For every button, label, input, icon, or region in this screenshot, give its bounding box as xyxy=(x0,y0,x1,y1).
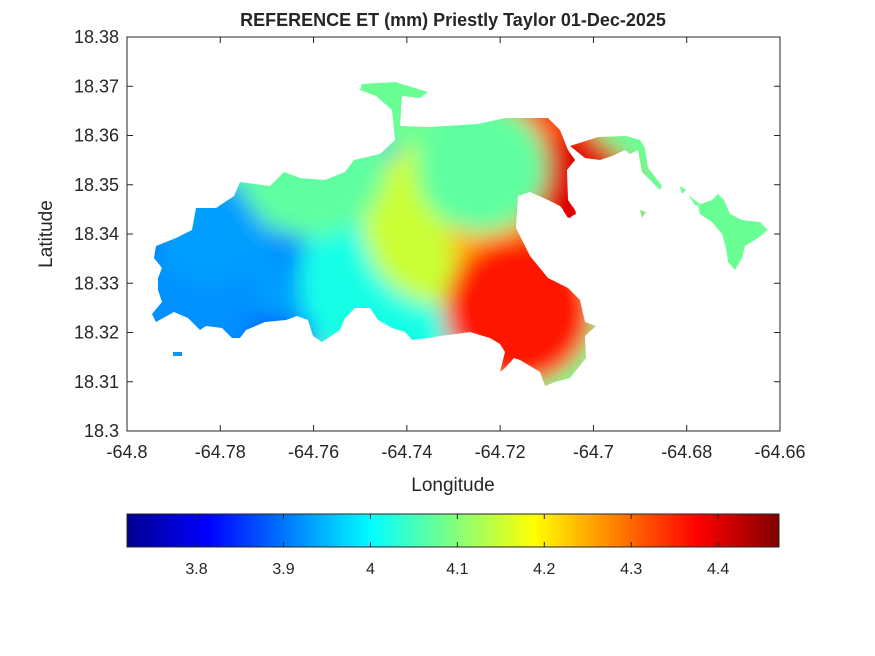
y-tick-label: 18.31 xyxy=(74,372,119,392)
y-tick-label: 18.33 xyxy=(74,273,119,293)
y-tick-label: 18.36 xyxy=(74,126,119,146)
y-tick-label: 18.32 xyxy=(74,323,119,343)
field-blob-13 xyxy=(416,102,547,233)
colorbar-tick-label: 4.1 xyxy=(446,561,468,578)
colorbar-tick-label: 3.8 xyxy=(185,561,207,578)
y-tick-label: 18.3 xyxy=(84,421,119,441)
x-tick-label: -64.68 xyxy=(661,442,712,462)
x-axis-label: Longitude xyxy=(411,475,494,496)
x-axis: -64.8 -64.78 -64.76 -64.74 -64.72 -64.7 -64.68… xyxy=(106,37,806,462)
y-axis-label: Latitude xyxy=(36,200,57,268)
y-tick-label: 18.37 xyxy=(74,76,119,96)
x-tick-label: -64.78 xyxy=(195,442,246,462)
x-tick-label: -64.7 xyxy=(573,442,614,462)
x-tick-label: -64.72 xyxy=(475,442,526,462)
colorbar-tick-label: 4.3 xyxy=(620,561,642,578)
chart-title: REFERENCE ET (mm) Priestly Taylor 01-Dec… xyxy=(240,10,666,30)
x-tick-label: -64.74 xyxy=(381,442,432,462)
x-tick-label: -64.66 xyxy=(754,442,805,462)
y-tick-label: 18.35 xyxy=(74,175,119,195)
colorbar-tick-label: 4.4 xyxy=(707,561,729,578)
y-axis: 18.3 18.31 18.32 18.33 18.34 18.35 18.36 18.37 1… xyxy=(74,27,780,441)
colorbar-tick-label: 3.9 xyxy=(272,561,294,578)
colorbar xyxy=(126,513,780,548)
colorbar-tick-label: 4.2 xyxy=(533,561,555,578)
x-tick-label: -64.76 xyxy=(288,442,339,462)
x-tick-label: -64.8 xyxy=(106,442,147,462)
colorbar-ticks: 3.8 3.9 4 4.1 4.2 4.3 4.4 xyxy=(185,514,729,578)
colorbar-tick-label: 4 xyxy=(366,561,375,578)
y-tick-label: 18.38 xyxy=(74,27,119,47)
y-tick-label: 18.34 xyxy=(74,224,119,244)
